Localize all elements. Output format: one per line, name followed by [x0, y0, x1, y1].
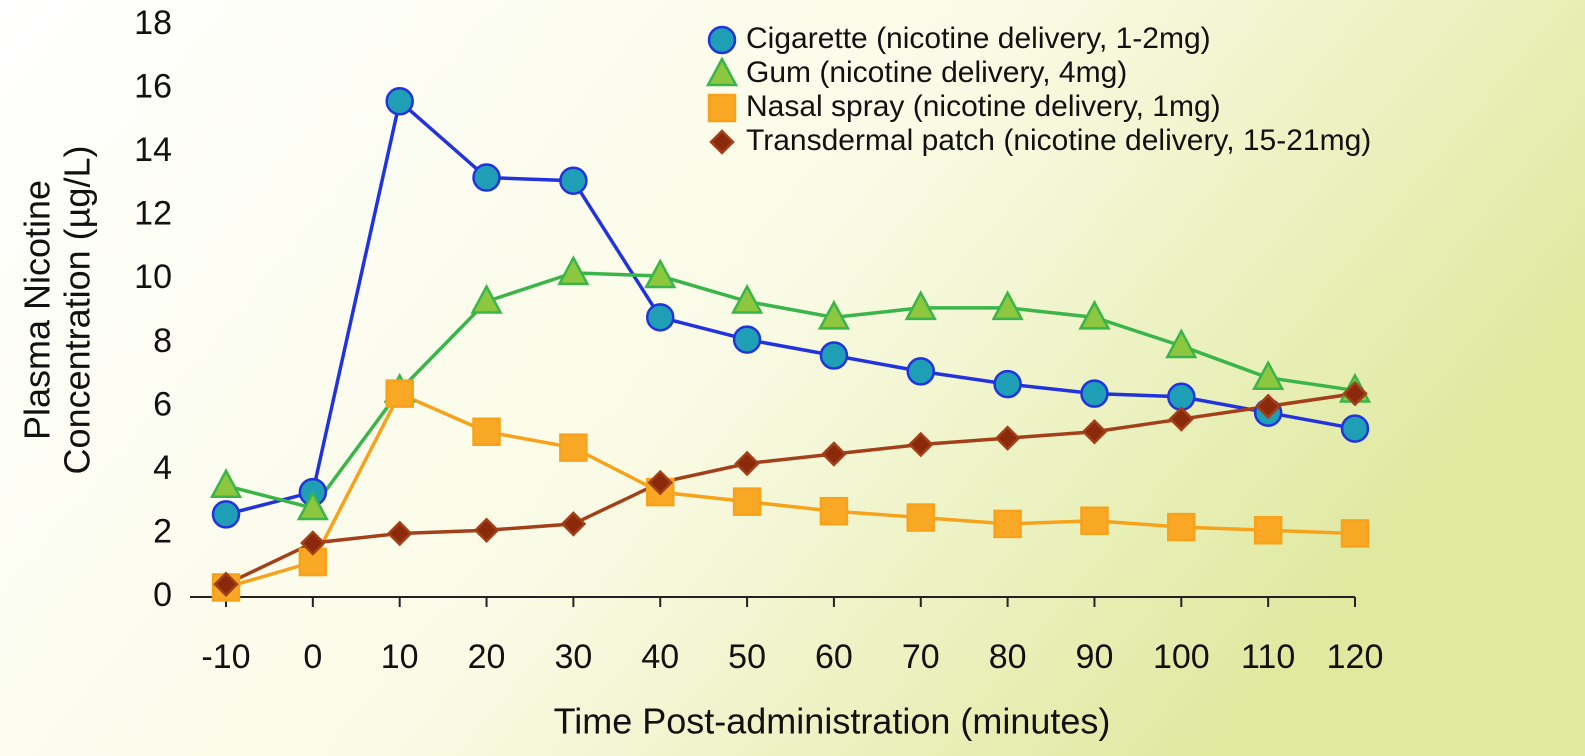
- marker: [559, 433, 588, 462]
- marker: [647, 469, 673, 496]
- marker: [1253, 516, 1283, 545]
- marker: [1078, 299, 1111, 330]
- marker: [472, 417, 501, 447]
- marker: [645, 303, 675, 332]
- x-tick-label: 120: [1327, 638, 1384, 676]
- marker: [906, 357, 936, 386]
- y-axis-title-line: Concentration (µg/L): [57, 146, 98, 475]
- legend-marker: [709, 129, 735, 155]
- series-line: [225, 98, 1356, 517]
- marker: [386, 520, 413, 547]
- marker: [819, 496, 849, 526]
- y-tick-label: 4: [153, 449, 172, 487]
- x-tick-label: 70: [902, 638, 940, 676]
- marker: [470, 283, 503, 314]
- legend-label: Nasal spray (nicotine delivery, 1mg): [746, 90, 1221, 123]
- x-tick-label: 10: [381, 638, 419, 676]
- marker: [819, 341, 849, 370]
- y-tick-label: 12: [134, 195, 172, 233]
- x-tick-label: -10: [201, 638, 250, 676]
- marker: [1168, 406, 1195, 432]
- marker: [385, 379, 414, 408]
- marker: [296, 490, 329, 521]
- marker: [1340, 519, 1370, 548]
- marker: [1255, 393, 1281, 420]
- marker: [1167, 512, 1196, 542]
- x-tick-label: 30: [554, 638, 592, 676]
- marker: [732, 487, 762, 516]
- marker: [1340, 414, 1370, 443]
- marker: [734, 450, 760, 477]
- marker: [557, 255, 590, 286]
- marker: [1080, 379, 1109, 408]
- marker: [1081, 418, 1108, 445]
- y-tick-label: 14: [134, 131, 172, 169]
- marker: [908, 431, 934, 458]
- marker: [300, 530, 326, 556]
- x-tick-label: 110: [1241, 638, 1295, 676]
- x-tick-label: 40: [641, 638, 679, 676]
- marker: [732, 325, 762, 354]
- legend-marker: [707, 93, 737, 123]
- marker: [1167, 382, 1196, 412]
- x-tick-label: 60: [815, 638, 853, 676]
- x-tick-label: 50: [728, 638, 766, 676]
- marker: [1252, 360, 1285, 390]
- y-tick-label: 8: [153, 322, 172, 360]
- x-tick-label: 0: [303, 638, 322, 676]
- marker: [993, 369, 1022, 399]
- series-line: [225, 271, 1356, 511]
- y-tick-label: 18: [134, 4, 172, 42]
- marker: [994, 425, 1021, 451]
- marker: [644, 258, 677, 289]
- marker: [904, 290, 937, 321]
- y-tick-label: 0: [153, 576, 172, 614]
- y-tick-label: 16: [134, 68, 172, 106]
- legend-marker: [705, 56, 739, 87]
- marker: [817, 299, 851, 330]
- marker: [213, 571, 239, 598]
- marker: [906, 503, 936, 532]
- marker: [730, 283, 764, 314]
- marker: [385, 87, 414, 116]
- x-tick-label: 90: [1076, 638, 1114, 676]
- x-tick-label: 80: [989, 638, 1027, 676]
- marker: [993, 509, 1022, 539]
- x-tick-label: 20: [468, 638, 506, 676]
- marker: [1165, 328, 1198, 359]
- marker: [1342, 380, 1368, 407]
- marker: [559, 166, 588, 195]
- y-tick-label: 6: [153, 385, 172, 423]
- marker: [821, 441, 847, 467]
- marker: [1080, 506, 1109, 535]
- y-tick-label: 2: [153, 512, 172, 550]
- legend-label: Gum (nicotine delivery, 4mg): [746, 56, 1127, 89]
- legend-marker: [707, 25, 737, 55]
- marker: [472, 163, 501, 192]
- legend-label: Transdermal patch (nicotine delivery, 15…: [746, 124, 1371, 157]
- x-tick-label: 100: [1153, 638, 1210, 676]
- y-axis-title-line: Plasma Nicotine: [17, 180, 58, 440]
- marker: [211, 500, 241, 529]
- marker: [991, 290, 1024, 321]
- marker: [473, 517, 500, 544]
- y-axis-title: Plasma Nicotine Concentration (µg/L): [17, 146, 98, 475]
- legend-label: Cigarette (nicotine delivery, 1-2mg): [746, 22, 1211, 55]
- marker: [209, 468, 243, 499]
- x-axis-title: Time Post-administration (minutes): [554, 701, 1111, 742]
- y-tick-label: 10: [134, 258, 172, 296]
- series-line: [225, 391, 1356, 586]
- marker: [560, 511, 587, 537]
